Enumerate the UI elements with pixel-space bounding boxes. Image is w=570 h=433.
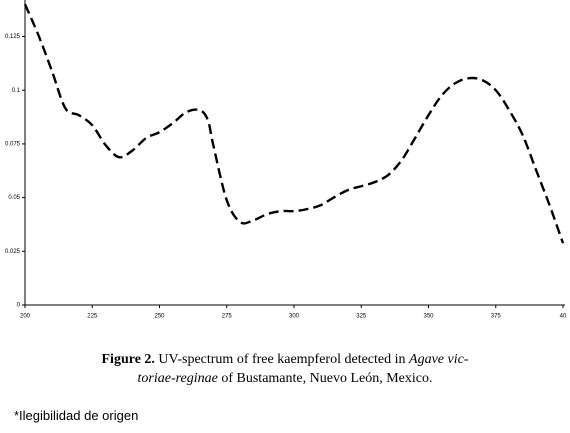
x-tick-label: 225 <box>87 314 98 320</box>
x-tick-label: 250 <box>154 314 165 320</box>
x-tick-label: 275 <box>222 314 233 320</box>
caption-text: toriae-reginae <box>137 371 218 386</box>
x-tick-label: 350 <box>423 314 434 320</box>
caption-text: Agave vic- <box>409 352 469 367</box>
caption-line: toriae-reginae of Bustamante, Nuevo León… <box>0 369 570 388</box>
caption-text: of Bustamante, Nuevo León, Mexico. <box>217 371 433 386</box>
x-tick-label: 300 <box>289 314 300 320</box>
caption-text: Figure 2. <box>101 352 155 367</box>
caption-line: Figure 2. UV-spectrum of free kaempferol… <box>0 350 570 369</box>
y-tick-label: 0.075 <box>5 141 21 147</box>
x-tick-label: 325 <box>356 314 367 320</box>
y-tick-label: 0.1 <box>12 88 21 94</box>
note: *Ilegibilidad de origen <box>14 408 139 423</box>
x-tick-label: 200 <box>20 314 31 320</box>
x-tick-label: 375 <box>491 314 502 320</box>
spectrum-line <box>23 3 565 244</box>
y-tick-label: 0.05 <box>8 195 20 201</box>
y-tick-label: 0.025 <box>5 249 21 255</box>
x-tick-label: 40 <box>560 314 567 320</box>
chart: 0 0.025 0.05 0.075 0.1 0.125 200 225 250 275 300 32… <box>5 0 567 320</box>
figure-caption: Figure 2. UV-spectrum of free kaempferol… <box>0 350 570 388</box>
caption-text: UV-spectrum of free kaempferol detected … <box>154 352 410 367</box>
y-tick-label: 0 <box>17 303 21 309</box>
y-tick-label: 0.125 <box>5 34 21 40</box>
